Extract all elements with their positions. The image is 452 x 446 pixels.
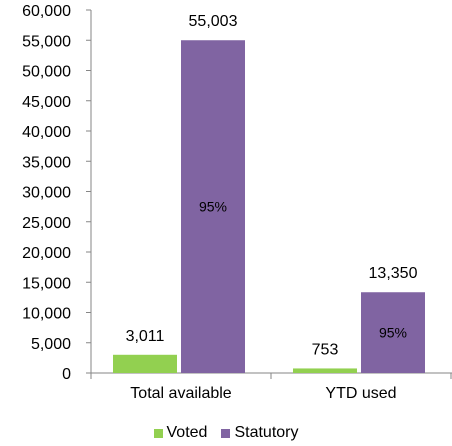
bar-voted-1 (293, 368, 357, 373)
bar-chart: 0 5,000 10,000 15,000 20,000 25,000 30,000 35,0… (22, 3, 452, 402)
legend-item-statutory: Statutory (221, 424, 298, 442)
category-label-1: YTD used (325, 385, 396, 402)
percent-label-1: 95% (379, 325, 407, 341)
legend-swatch-statutory (221, 428, 231, 438)
legend-label-voted: Voted (166, 424, 208, 441)
y-tick-label: 25,000 (22, 215, 71, 232)
data-label-voted-1: 753 (312, 341, 339, 358)
y-tick-label: 60,000 (22, 3, 71, 20)
data-label-statutory-1: 13,350 (369, 265, 418, 282)
legend: Voted Statutory (0, 422, 452, 444)
y-tick-label: 40,000 (22, 124, 71, 141)
bar-statutory-1 (361, 292, 425, 373)
y-tick-label: 10,000 (22, 306, 71, 323)
legend-swatch-voted (153, 428, 163, 438)
axes: 0 5,000 10,000 15,000 20,000 25,000 30,000 35,0… (22, 3, 452, 402)
data-labels: 3,011 55,003 95% 753 13,350 95% (126, 13, 418, 358)
legend-item-voted: Voted (153, 424, 208, 442)
percent-label-0: 95% (199, 199, 227, 215)
data-label-statutory-0: 55,003 (189, 13, 238, 30)
y-tick-label: 45,000 (22, 94, 71, 111)
category-label-0: Total available (130, 385, 232, 402)
y-tick-label: 0 (62, 366, 71, 383)
y-tick-label: 35,000 (22, 154, 71, 171)
y-tick-label: 15,000 (22, 275, 71, 292)
y-tick-label: 55,000 (22, 33, 71, 50)
y-tick-label: 20,000 (22, 245, 71, 262)
bars (113, 40, 425, 374)
bar-statutory-0 (181, 40, 245, 374)
legend-label-statutory: Statutory (234, 424, 299, 441)
y-tick-label: 50,000 (22, 64, 71, 81)
data-label-voted-0: 3,011 (126, 328, 165, 345)
y-tick-label: 5,000 (31, 336, 71, 353)
y-tick-label: 30,000 (22, 185, 71, 202)
bar-voted-0 (113, 354, 177, 373)
